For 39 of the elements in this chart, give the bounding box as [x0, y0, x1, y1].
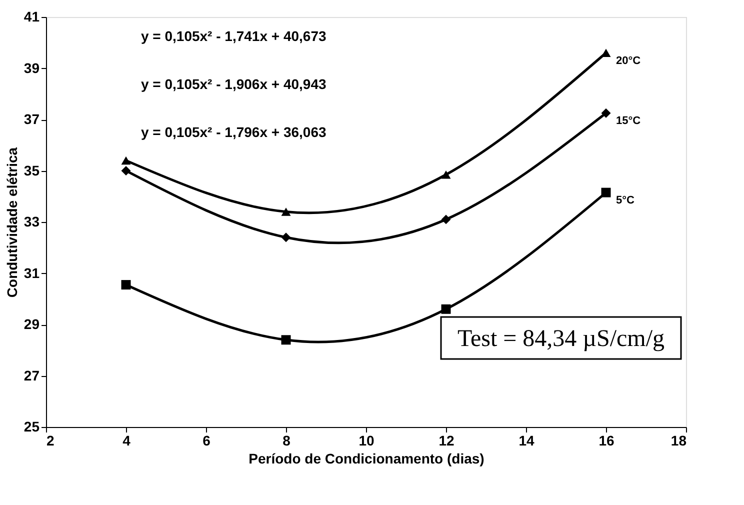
series-label: 15°C — [616, 115, 641, 128]
y-tick-label: 33 — [24, 214, 40, 230]
point — [601, 108, 611, 118]
x-tick-label: 6 — [202, 432, 211, 448]
annotation: y = 0,105x² - 1,906x + 40,943 — [141, 76, 326, 92]
annotation: y = 0,105x² - 1,796x + 36,063 — [141, 124, 326, 140]
y-tick-label: 39 — [24, 60, 40, 76]
series-label: 20°C — [616, 54, 641, 67]
y-tick-label: 29 — [24, 316, 40, 332]
point — [601, 188, 611, 198]
x-tick-label: 10 — [358, 432, 374, 448]
point — [121, 156, 131, 165]
x-tick-label: 2 — [46, 432, 54, 448]
x-tick-label: 8 — [282, 432, 291, 448]
x-tick-label: 12 — [438, 432, 454, 448]
point — [281, 335, 291, 345]
x-tick-label: 16 — [598, 432, 614, 448]
x-tick-label: 18 — [670, 432, 687, 448]
x-tick-label: 14 — [518, 432, 534, 448]
x-axis-title: Período de Condicionamento (dias) — [248, 450, 484, 466]
point — [601, 48, 611, 57]
point — [281, 208, 291, 216]
x-tick-label: 4 — [122, 432, 131, 448]
y-tick-label: 25 — [24, 418, 40, 434]
annotation: Test = 84,34 µS/cm/g — [457, 326, 665, 352]
point — [441, 214, 451, 224]
series-label: 5°C — [616, 194, 635, 207]
point — [121, 166, 131, 176]
y-axis-title: Condutividade elétrica — [4, 147, 20, 298]
point — [441, 304, 451, 314]
point — [441, 170, 451, 179]
y-tick-label: 37 — [24, 111, 40, 127]
y-tick-label: 31 — [24, 264, 40, 281]
point — [281, 232, 291, 242]
y-tick-label: 35 — [24, 162, 40, 178]
point — [121, 280, 131, 290]
y-tick-label: 27 — [24, 367, 40, 384]
y-tick-label: 41 — [24, 8, 40, 24]
annotation: y = 0,105x² - 1,741x + 40,673 — [141, 28, 326, 44]
